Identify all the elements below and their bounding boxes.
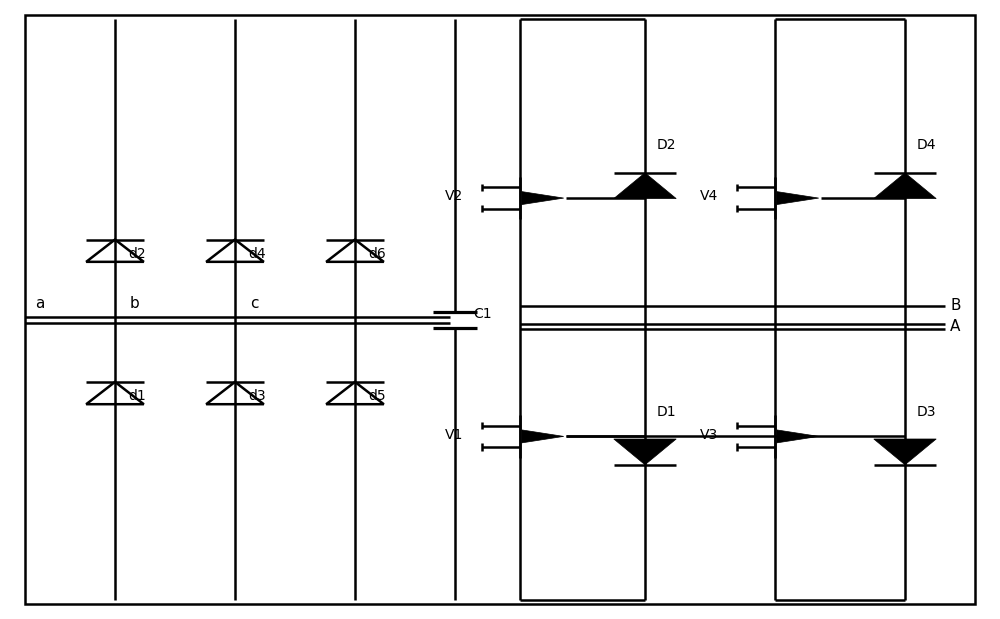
Text: d5: d5 <box>368 389 386 403</box>
Text: V4: V4 <box>700 189 718 203</box>
Text: A: A <box>950 319 960 334</box>
Text: B: B <box>950 298 960 313</box>
Polygon shape <box>777 192 819 204</box>
Polygon shape <box>777 430 819 443</box>
Text: d2: d2 <box>128 247 146 261</box>
Polygon shape <box>614 173 676 199</box>
Text: C1: C1 <box>473 307 492 321</box>
Text: D2: D2 <box>657 139 676 152</box>
Text: d3: d3 <box>248 389 266 403</box>
Polygon shape <box>522 192 564 204</box>
Text: d4: d4 <box>248 247 266 261</box>
Text: c: c <box>250 296 258 311</box>
Text: b: b <box>130 296 140 311</box>
Text: a: a <box>35 296 44 311</box>
Text: D1: D1 <box>657 405 677 418</box>
Text: V1: V1 <box>445 428 463 441</box>
Polygon shape <box>614 439 676 465</box>
Text: D3: D3 <box>917 405 936 418</box>
Polygon shape <box>874 173 936 199</box>
Polygon shape <box>874 439 936 465</box>
Text: d1: d1 <box>128 389 146 403</box>
Text: d6: d6 <box>368 247 386 261</box>
Polygon shape <box>522 430 564 443</box>
Text: V3: V3 <box>700 428 718 441</box>
Text: V2: V2 <box>445 189 463 203</box>
Text: D4: D4 <box>917 139 936 152</box>
